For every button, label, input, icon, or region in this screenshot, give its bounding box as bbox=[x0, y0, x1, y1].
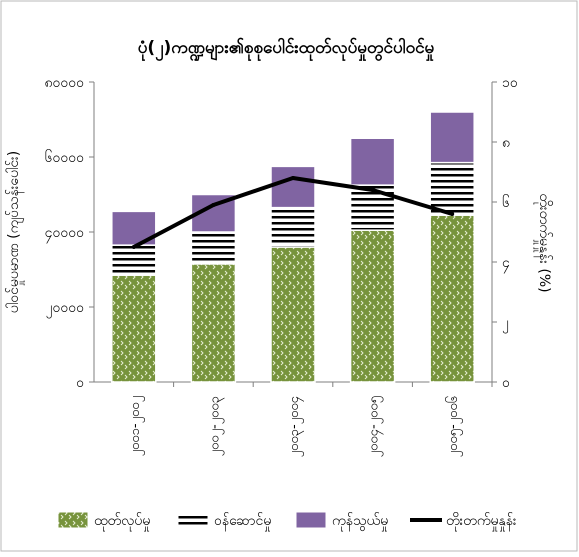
legend-swatch bbox=[57, 511, 89, 529]
bar-segment bbox=[111, 244, 157, 276]
bar-segment bbox=[349, 229, 396, 383]
line-point bbox=[131, 245, 136, 249]
x-tick-label: ၂၀၀၄-၂၀၀၅ bbox=[367, 396, 384, 457]
legend-swatch bbox=[177, 511, 209, 529]
line-point bbox=[370, 188, 375, 192]
y2-tick-label: ၀ bbox=[502, 375, 510, 391]
legend-label: ကုန်သွယ်မှု bbox=[332, 513, 388, 531]
y-tick-label: ၈၀၀၀၀ bbox=[45, 75, 85, 91]
y2-tick-label: ၂ bbox=[502, 315, 509, 333]
legend-label: ဝန်ဆောင်မှု bbox=[214, 513, 271, 531]
legend-label: တိုးတက်မှုနှုန်း bbox=[446, 513, 517, 531]
bar-segment bbox=[190, 231, 237, 265]
y-tick-label: ၀ bbox=[76, 375, 84, 391]
y2-tick-label: ၄ bbox=[502, 255, 510, 273]
line-point bbox=[291, 176, 295, 180]
y2-tick-label: ၆ bbox=[502, 195, 510, 211]
y2-tick-label: ၁၀ bbox=[502, 75, 518, 91]
y-tick-label: ၂၀၀၀၀ bbox=[46, 300, 85, 318]
y2-tick-label: ၈ bbox=[502, 135, 510, 151]
y2-axis-title: တိုးတက်မှုနှုန်း (%) bbox=[534, 193, 552, 292]
x-tick-label: ၂၀၀၅-၂၀၀၆ bbox=[445, 396, 463, 457]
legend-label: ထုတ်လုပ်မှု bbox=[94, 513, 150, 531]
y-axis-title: ပါဝင်မှုပမာဏ (ကျပ်သန်းပေါင်း) bbox=[6, 151, 24, 313]
y-tick-label: ၄၀၀၀၀ bbox=[45, 225, 85, 243]
x-tick-label: ၂၀၀၁-၂၀၀၂ bbox=[128, 396, 145, 456]
bar-segment bbox=[349, 184, 396, 231]
legend-swatch bbox=[295, 511, 327, 529]
bar-segment bbox=[270, 206, 316, 248]
bar-segment bbox=[429, 111, 475, 164]
bar-segment bbox=[190, 263, 237, 383]
line-point bbox=[450, 212, 455, 216]
bar-segment bbox=[270, 165, 316, 209]
bar-segment bbox=[270, 246, 316, 383]
bar-segment bbox=[349, 137, 396, 186]
chart-title: ပုံ(၂)ကဏ္ဍများ၏စုစုပေါင်းထုတ်လုပ်မှုတွင်… bbox=[138, 36, 435, 62]
bar-segment bbox=[429, 214, 475, 383]
y-tick-label: ၆၀၀၀၀ bbox=[45, 150, 85, 166]
legend: ထုတ်လုပ်မှု ဝန်ဆောင်မှု ကုန်သွယ်မှု တိုးတက်… bbox=[57, 511, 517, 531]
line-point bbox=[211, 203, 216, 207]
x-tick-label: ၂၀၀၂-၂၀၀၃ bbox=[207, 396, 224, 456]
x-tick-label: ၂၀၀၃-၂၀၀၄ bbox=[287, 395, 304, 457]
bar-segment bbox=[111, 274, 157, 383]
bar-segment bbox=[429, 161, 475, 216]
